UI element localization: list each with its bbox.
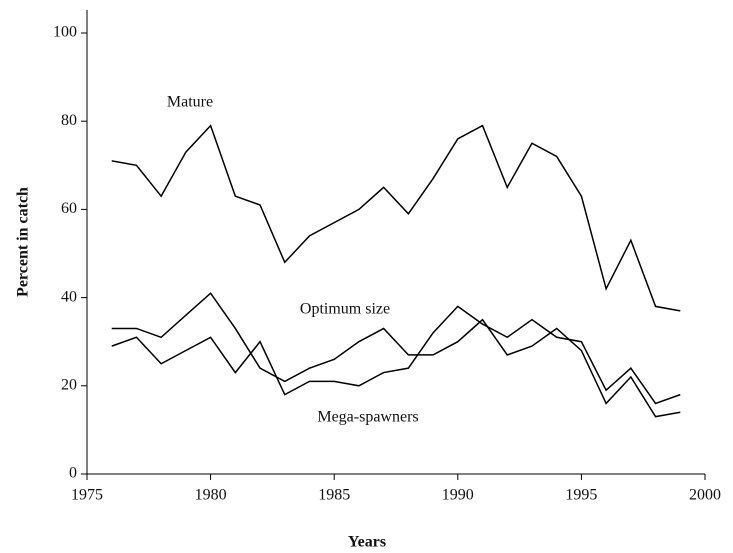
x-tick-label: 1975 bbox=[71, 487, 103, 504]
y-tick-label: 20 bbox=[61, 376, 77, 393]
y-axis-title: Percent in catch bbox=[15, 187, 32, 297]
x-tick-label: 2000 bbox=[689, 487, 721, 504]
series-line bbox=[111, 305, 681, 405]
series-label: Mature bbox=[167, 94, 213, 111]
y-tick-label: 100 bbox=[53, 24, 77, 41]
series-line bbox=[111, 124, 681, 312]
y-tick-label: 80 bbox=[61, 112, 77, 129]
series-line bbox=[111, 292, 681, 418]
x-tick-label: 1980 bbox=[195, 487, 227, 504]
y-tick-label: 40 bbox=[61, 288, 77, 305]
series-label: Mega-spawners bbox=[317, 409, 418, 426]
x-tick-label: 1990 bbox=[442, 487, 474, 504]
x-axis-title: Years bbox=[348, 534, 386, 551]
series-label: Optimum size bbox=[300, 301, 390, 318]
y-tick-label: 60 bbox=[61, 200, 77, 217]
y-tick-label: 0 bbox=[69, 465, 77, 482]
x-tick-label: 1985 bbox=[318, 487, 350, 504]
x-tick-label: 1995 bbox=[565, 487, 597, 504]
